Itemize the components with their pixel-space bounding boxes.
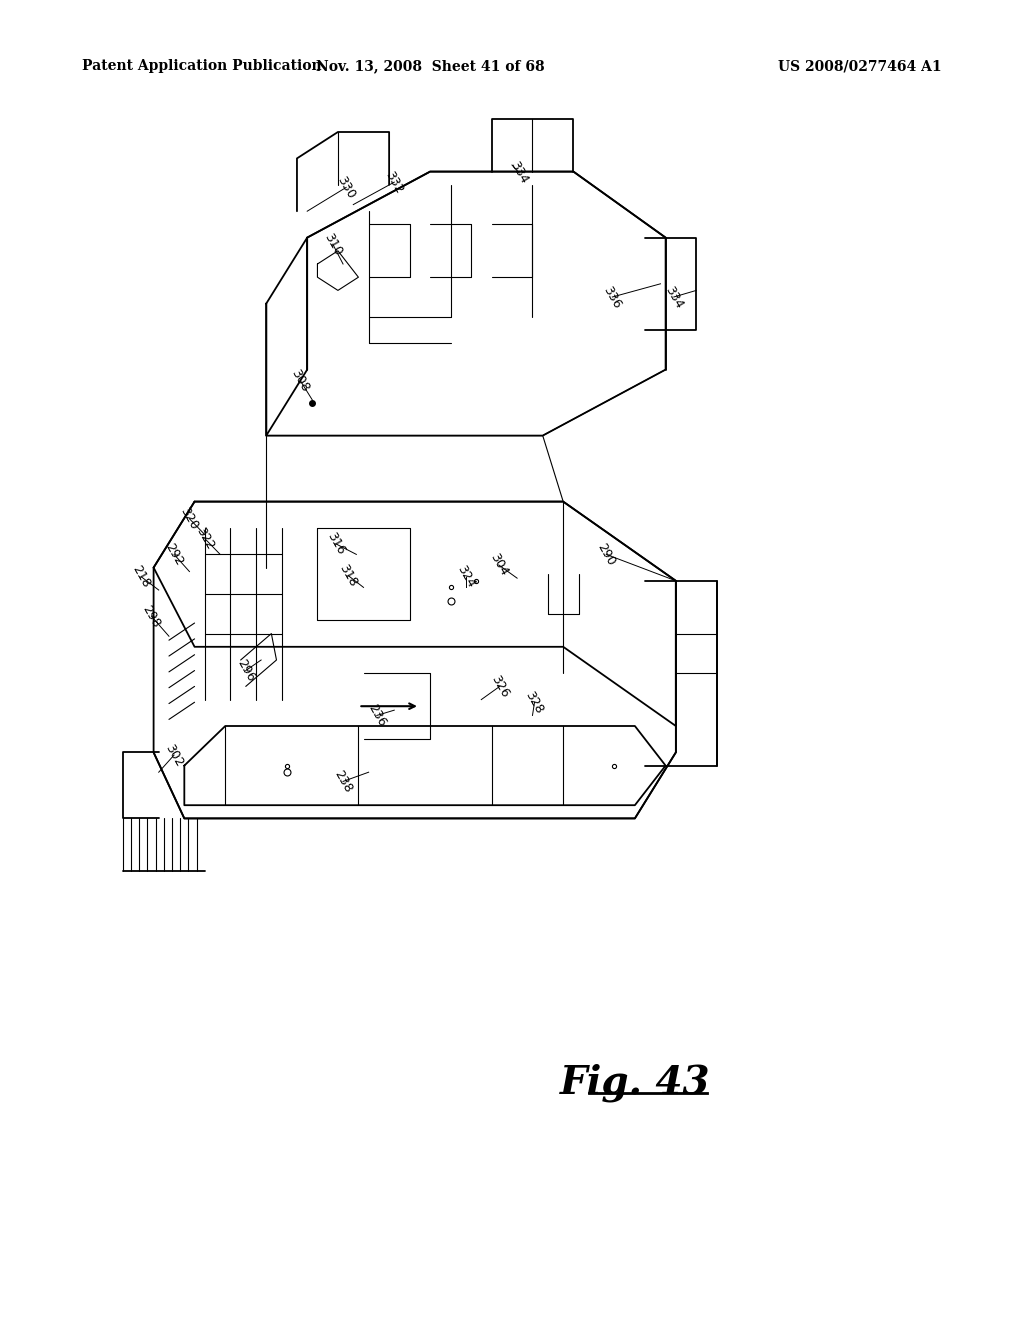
Text: 332: 332 [383, 169, 406, 195]
Text: US 2008/0277464 A1: US 2008/0277464 A1 [778, 59, 942, 74]
Text: 326: 326 [488, 673, 511, 700]
Text: 328: 328 [523, 689, 546, 715]
Text: 218: 218 [130, 564, 153, 590]
Text: 302: 302 [163, 742, 185, 768]
Text: 316: 316 [325, 531, 347, 557]
Text: 290: 290 [595, 541, 617, 568]
Text: 324: 324 [455, 564, 477, 590]
Text: Patent Application Publication: Patent Application Publication [82, 59, 322, 74]
Text: 304: 304 [487, 552, 510, 578]
Text: Nov. 13, 2008  Sheet 41 of 68: Nov. 13, 2008 Sheet 41 of 68 [315, 59, 545, 74]
Text: 310: 310 [322, 231, 344, 257]
Text: 318: 318 [337, 562, 359, 589]
Text: 336: 336 [601, 284, 624, 310]
Text: 298: 298 [140, 603, 163, 630]
Text: 320: 320 [178, 506, 201, 532]
Text: 238: 238 [332, 768, 354, 795]
Text: 296: 296 [234, 657, 257, 684]
Text: 236: 236 [366, 702, 388, 729]
Text: 330: 330 [335, 174, 357, 201]
Text: 334: 334 [663, 284, 685, 310]
Text: 308: 308 [289, 367, 311, 393]
Text: 334: 334 [508, 160, 530, 186]
Text: 322: 322 [194, 525, 216, 552]
Text: 292: 292 [163, 541, 185, 568]
Text: Fig. 43: Fig. 43 [560, 1063, 710, 1102]
